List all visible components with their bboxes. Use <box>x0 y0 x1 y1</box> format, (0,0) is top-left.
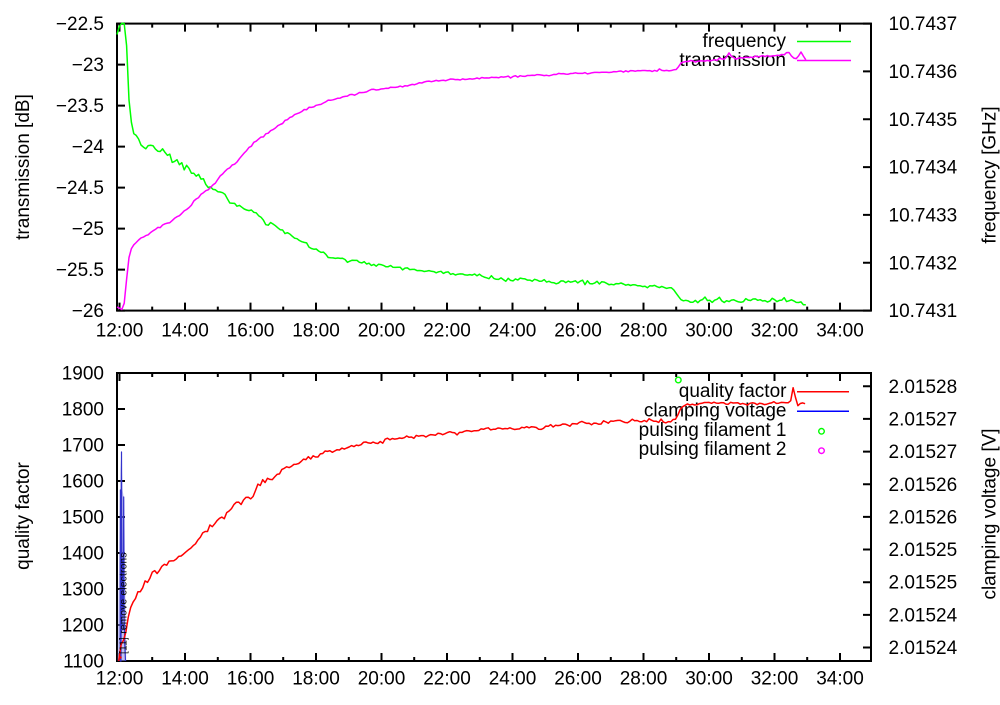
svg-text:10.7434: 10.7434 <box>889 158 958 179</box>
svg-text:pulsing filament 2: pulsing filament 2 <box>639 439 787 460</box>
svg-text:2.01524: 2.01524 <box>889 605 958 626</box>
svg-text:10.7431: 10.7431 <box>889 301 958 322</box>
svg-text:−24: −24 <box>72 137 105 158</box>
svg-text:30:00: 30:00 <box>685 321 733 342</box>
svg-text:−25: −25 <box>72 219 104 240</box>
svg-text:2.01526: 2.01526 <box>889 475 958 496</box>
svg-text:1600: 1600 <box>62 472 104 493</box>
svg-text:1400: 1400 <box>62 544 104 565</box>
svg-text:34:00: 34:00 <box>816 321 864 342</box>
svg-text:frequency: frequency <box>703 31 787 52</box>
svg-text:32:00: 32:00 <box>751 669 799 690</box>
svg-text:1300: 1300 <box>62 580 104 601</box>
svg-text:1200: 1200 <box>62 616 104 637</box>
svg-text:transmission: transmission <box>679 50 786 71</box>
svg-text:1800: 1800 <box>62 400 104 421</box>
svg-text:18:00: 18:00 <box>292 669 340 690</box>
svg-text:2.01527: 2.01527 <box>889 442 958 463</box>
svg-text:12:00: 12:00 <box>96 321 144 342</box>
svg-text:30:00: 30:00 <box>685 669 733 690</box>
svg-text:1100: 1100 <box>63 652 104 673</box>
svg-text:10.7435: 10.7435 <box>889 110 958 131</box>
svg-text:−23: −23 <box>72 55 104 76</box>
svg-text:24:00: 24:00 <box>489 321 537 342</box>
svg-text:−23.5: −23.5 <box>56 96 104 117</box>
svg-text:10.7437: 10.7437 <box>889 14 958 35</box>
svg-text:2.01526: 2.01526 <box>889 507 958 528</box>
svg-text:−25.5: −25.5 <box>56 260 104 281</box>
svg-text:10.7436: 10.7436 <box>889 62 958 83</box>
svg-text:1900: 1900 <box>62 364 104 385</box>
svg-text:−22.5: −22.5 <box>56 14 104 35</box>
svg-text:−26: −26 <box>72 301 104 322</box>
svg-text:24:00: 24:00 <box>489 669 537 690</box>
svg-text:clamping voltage [V]: clamping voltage [V] <box>980 428 1000 599</box>
svg-text:2.01527: 2.01527 <box>889 409 958 430</box>
svg-text:2.01524: 2.01524 <box>889 638 958 659</box>
svg-text:quality factor: quality factor <box>679 381 787 402</box>
svg-text:18:00: 18:00 <box>292 321 340 342</box>
svg-text:1700: 1700 <box>62 436 104 457</box>
svg-text:10.7433: 10.7433 <box>889 205 958 226</box>
svg-text:28:00: 28:00 <box>620 321 668 342</box>
svg-text:20:00: 20:00 <box>358 669 406 690</box>
svg-text:transmission [dB]: transmission [dB] <box>13 94 34 240</box>
svg-text:14:00: 14:00 <box>161 321 209 342</box>
svg-text:28:00: 28:00 <box>620 669 668 690</box>
svg-text:quality factor: quality factor <box>13 461 34 569</box>
svg-text:frequency [GHz]: frequency [GHz] <box>980 106 1000 243</box>
svg-text:26:00: 26:00 <box>554 321 602 342</box>
svg-text:10.7432: 10.7432 <box>889 253 958 274</box>
svg-text:32:00: 32:00 <box>751 321 799 342</box>
svg-text:34:00: 34:00 <box>816 669 864 690</box>
svg-text:2.01525: 2.01525 <box>889 573 958 594</box>
svg-text:26:00: 26:00 <box>554 669 602 690</box>
svg-text:2.01528: 2.01528 <box>889 377 958 398</box>
svg-text:20:00: 20:00 <box>358 321 406 342</box>
svg-text:pulsing filament 1: pulsing filament 1 <box>639 420 787 441</box>
svg-text:clamping voltage: clamping voltage <box>644 400 787 421</box>
svg-text:1500: 1500 <box>62 508 104 529</box>
svg-text:−24.5: −24.5 <box>56 178 104 199</box>
svg-text:22:00: 22:00 <box>423 669 471 690</box>
svg-text:[11] remove electrons: [11] remove electrons <box>119 552 130 654</box>
svg-text:14:00: 14:00 <box>161 669 209 690</box>
svg-text:16:00: 16:00 <box>227 321 275 342</box>
svg-text:16:00: 16:00 <box>227 669 275 690</box>
svg-text:22:00: 22:00 <box>423 321 471 342</box>
svg-text:2.01525: 2.01525 <box>889 540 958 561</box>
